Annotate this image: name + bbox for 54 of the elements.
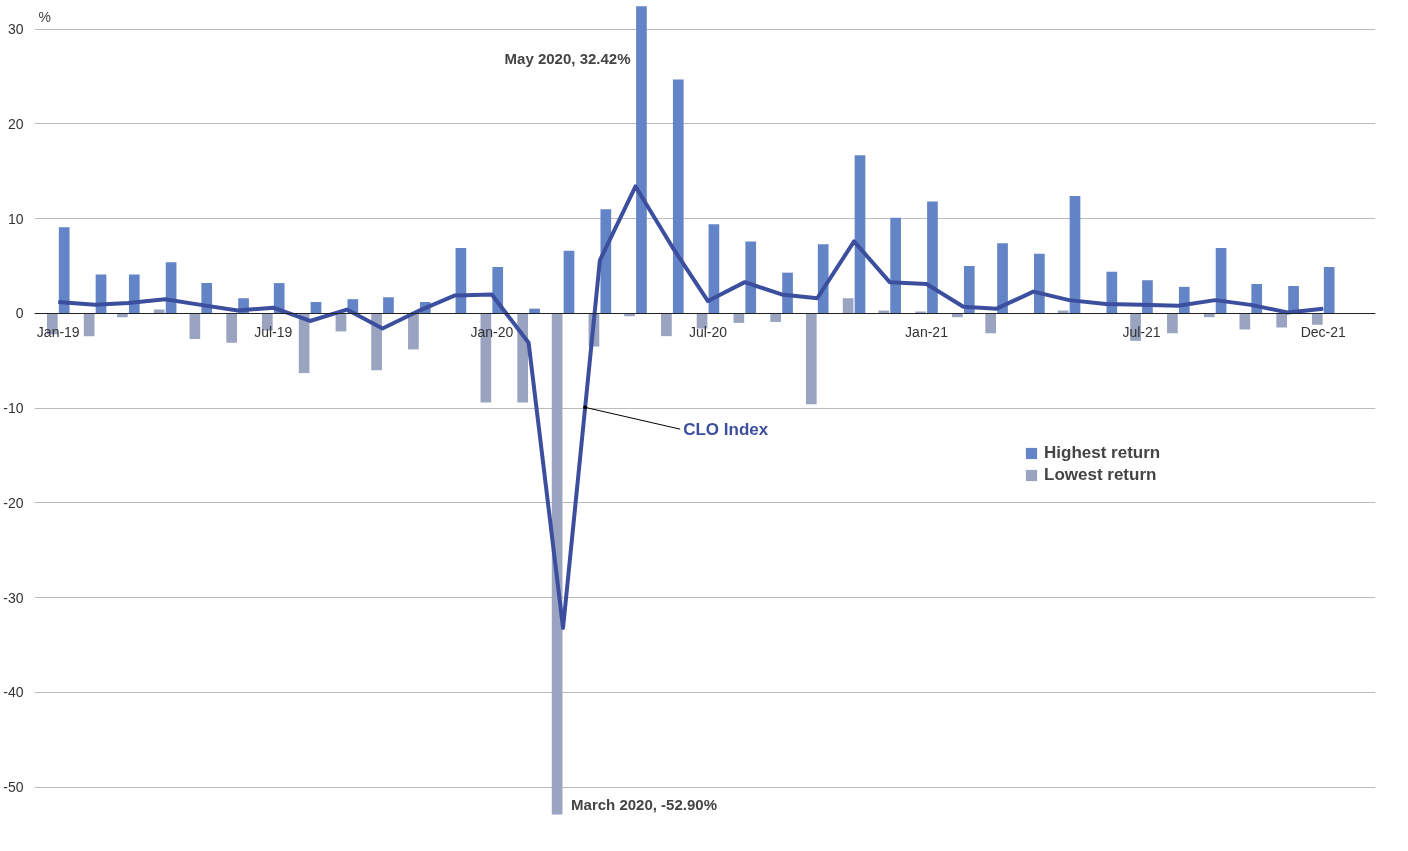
bar <box>927 201 938 314</box>
bar <box>672 79 684 314</box>
bar <box>770 313 782 322</box>
bar <box>226 313 238 343</box>
bar <box>371 313 382 371</box>
bar <box>1069 195 1081 314</box>
y-tick-label: -30 <box>3 589 24 606</box>
y-tick-label: -10 <box>3 400 24 417</box>
y-tick-label: -40 <box>3 684 24 701</box>
x-tick-label: Jul-20 <box>688 324 728 341</box>
y-tick-label: 10 <box>7 210 24 227</box>
bar <box>963 266 975 314</box>
bar <box>1239 313 1251 330</box>
bar <box>745 241 757 314</box>
y-tick-label: 20 <box>7 115 24 132</box>
x-tick-label: Jan-19 <box>36 324 80 341</box>
y-tick-label: 0 <box>15 305 24 322</box>
bar <box>985 313 997 334</box>
bar <box>600 209 612 314</box>
bar <box>890 217 901 314</box>
bar <box>83 313 95 337</box>
y-tick-label: -20 <box>3 494 24 511</box>
legend-label: Lowest return <box>1044 465 1157 485</box>
x-tick-label: Jan-21 <box>905 324 949 341</box>
bar <box>383 297 394 314</box>
bar <box>1311 313 1323 325</box>
bar <box>1323 266 1335 314</box>
x-tick-label: Jul-19 <box>254 324 293 341</box>
bar <box>517 313 529 403</box>
bar <box>58 227 70 314</box>
bar <box>636 6 647 314</box>
bar <box>189 313 201 339</box>
y-tick-label: 30 <box>7 21 24 38</box>
annotation: May 2020, 32.42% <box>504 49 631 67</box>
bar <box>1106 271 1118 314</box>
bar <box>310 302 322 314</box>
bar <box>408 313 419 350</box>
bar <box>1167 313 1178 334</box>
bar <box>842 298 854 314</box>
text: CLO Index <box>683 419 769 439</box>
annotation: March 2020, -52.90% <box>571 795 717 813</box>
bar <box>997 243 1008 314</box>
bar <box>1034 253 1045 314</box>
bar <box>854 155 866 314</box>
x-tick-label: Dec-21 <box>1300 324 1347 341</box>
bar <box>805 313 817 405</box>
bar <box>1276 313 1288 328</box>
x-tick-label: Jul-21 <box>1122 324 1161 341</box>
legend-label: Highest return <box>1044 443 1161 463</box>
y-tick-label: -50 <box>3 779 24 796</box>
bar <box>661 313 672 337</box>
x-tick-label: Jan-20 <box>470 324 514 341</box>
bar <box>563 250 575 314</box>
y-axis-title: % <box>38 9 51 26</box>
